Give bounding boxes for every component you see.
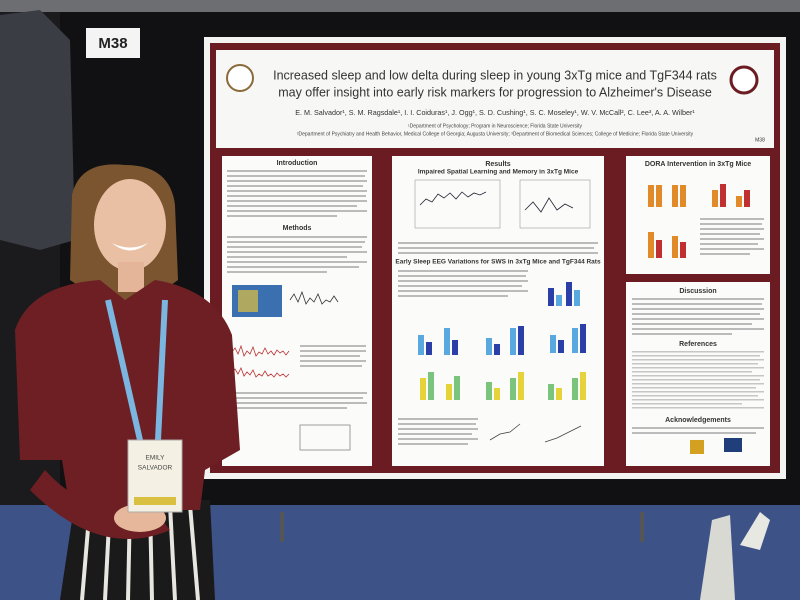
figure-line bbox=[419, 191, 487, 206]
lanyard bbox=[105, 299, 168, 441]
panel-right-bottom bbox=[626, 282, 770, 466]
body-text bbox=[398, 270, 528, 297]
diagram bbox=[299, 424, 351, 451]
section-heading: Discussion bbox=[679, 288, 716, 295]
body-text bbox=[227, 170, 367, 217]
face bbox=[94, 179, 166, 271]
section-heading: Acknowledgements bbox=[665, 417, 731, 424]
passerby-leg bbox=[700, 515, 735, 600]
logo bbox=[724, 438, 742, 452]
eeg-trace bbox=[231, 367, 290, 378]
figure-line bbox=[524, 197, 574, 213]
figure-plot bbox=[519, 179, 591, 229]
neck bbox=[118, 262, 144, 292]
body-text bbox=[398, 418, 478, 445]
person: EMILY SALVADOR bbox=[15, 164, 240, 600]
bar-figure bbox=[418, 282, 586, 400]
body-text bbox=[227, 236, 367, 273]
board-label-bg bbox=[86, 28, 140, 58]
body-text bbox=[227, 345, 367, 409]
section-heading: DORA Intervention in 3xTg Mice bbox=[645, 161, 751, 168]
body-text bbox=[632, 351, 764, 409]
section-heading: Introduction bbox=[277, 160, 318, 167]
smile bbox=[112, 243, 148, 251]
panel-right-top bbox=[626, 156, 770, 274]
logo-fsu bbox=[226, 64, 254, 92]
poster-affiliation: ¹Department of Psychology; Program in Ne… bbox=[408, 123, 582, 129]
board-leg bbox=[640, 512, 644, 542]
passerby-leg bbox=[740, 512, 770, 550]
figure-title: Early Sleep EEG Variations for SWS in 3x… bbox=[395, 259, 601, 266]
poster-title: Increased sleep and low delta during sle… bbox=[273, 68, 717, 82]
figure-plot bbox=[414, 179, 501, 229]
figure-title: Impaired Spatial Learning and Memory in … bbox=[418, 169, 579, 176]
spectrogram bbox=[238, 290, 258, 312]
body-text bbox=[632, 427, 764, 434]
eeg-trace bbox=[289, 290, 339, 305]
logo-seal bbox=[729, 65, 759, 95]
panel-middle bbox=[392, 156, 604, 466]
badge-last-name: SALVADOR bbox=[138, 465, 173, 472]
poster-code: M38 bbox=[755, 137, 765, 143]
board-leg bbox=[280, 512, 284, 542]
eeg-trace bbox=[231, 344, 290, 357]
jacket bbox=[0, 10, 75, 250]
ceiling bbox=[0, 0, 800, 12]
body-text bbox=[632, 298, 764, 335]
poster-header bbox=[216, 50, 774, 148]
poster-affiliation: ²Department of Psychiatry and Health Beh… bbox=[297, 131, 694, 137]
bar-figure bbox=[648, 184, 750, 258]
poster-title: may offer insight into early risk marker… bbox=[278, 85, 712, 99]
section-heading: Results bbox=[485, 161, 510, 168]
scatter-fit bbox=[489, 423, 582, 443]
poster-authors: E. M. Salvador¹, S. M. Ragsdale¹, I. I. … bbox=[295, 108, 695, 117]
logo bbox=[690, 440, 704, 454]
badge-ribbon bbox=[134, 497, 176, 505]
section-heading: References bbox=[679, 341, 717, 348]
badge-first-name: EMILY bbox=[145, 455, 165, 462]
body-text bbox=[398, 242, 598, 254]
section-heading: Methods bbox=[283, 225, 312, 232]
body-text bbox=[700, 218, 764, 255]
board-label: M38 bbox=[98, 35, 127, 52]
